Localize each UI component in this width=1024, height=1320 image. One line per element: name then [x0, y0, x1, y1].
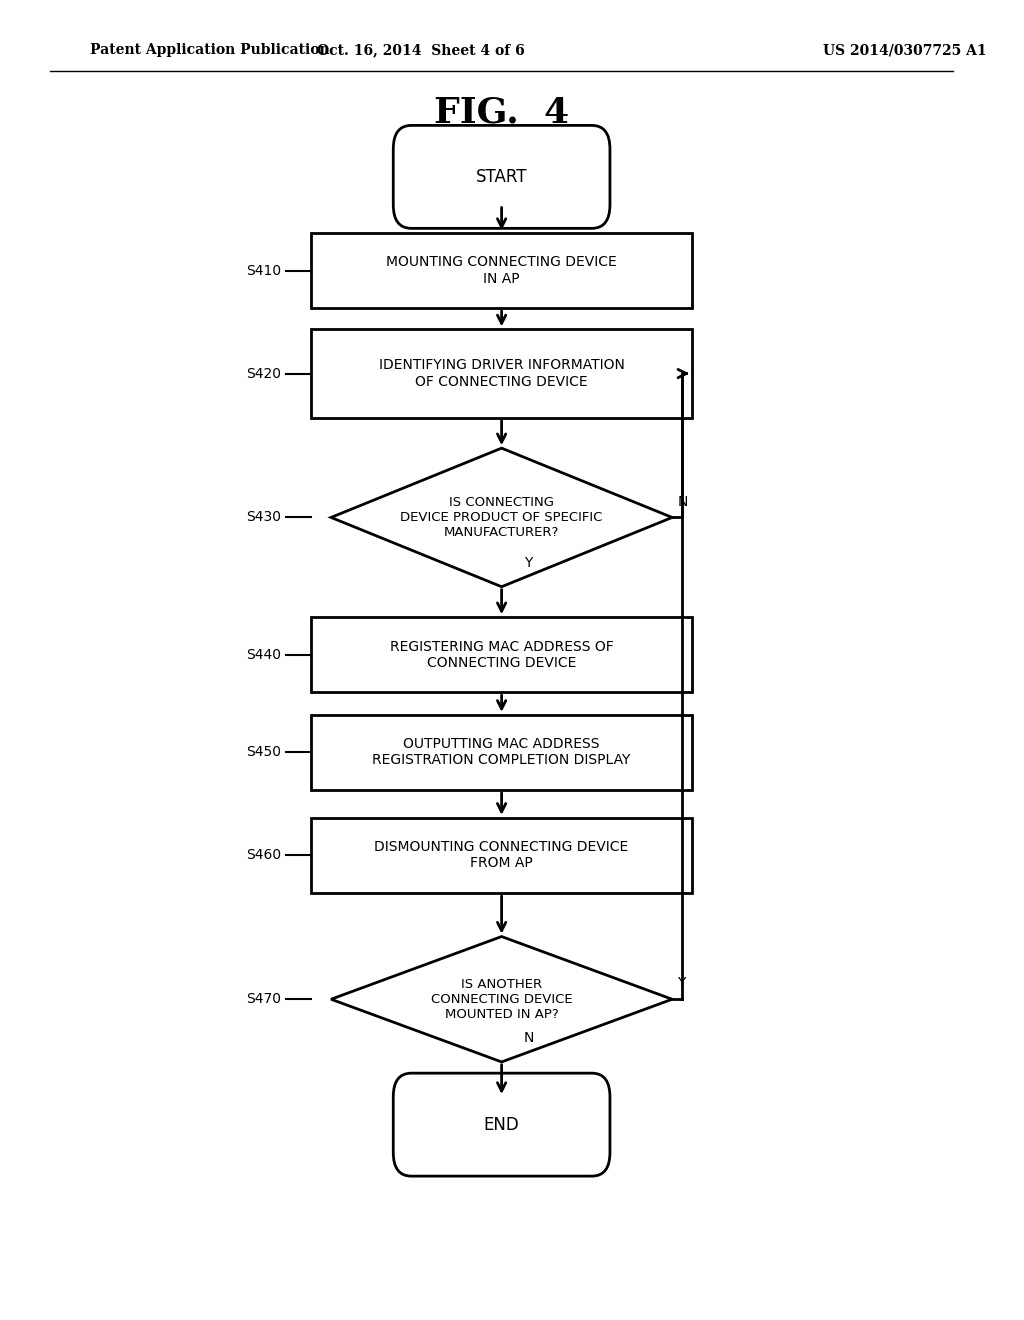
Text: US 2014/0307725 A1: US 2014/0307725 A1 [822, 44, 986, 57]
Text: Y: Y [523, 556, 532, 570]
Text: FIG.  4: FIG. 4 [434, 95, 569, 129]
FancyBboxPatch shape [311, 715, 692, 789]
Polygon shape [331, 937, 672, 1061]
FancyBboxPatch shape [311, 618, 692, 692]
Text: N: N [677, 495, 687, 508]
FancyBboxPatch shape [311, 330, 692, 417]
Text: IDENTIFYING DRIVER INFORMATION
OF CONNECTING DEVICE: IDENTIFYING DRIVER INFORMATION OF CONNEC… [379, 359, 625, 388]
Text: S420: S420 [246, 367, 281, 380]
FancyBboxPatch shape [393, 125, 610, 228]
Text: S440: S440 [246, 648, 281, 661]
FancyBboxPatch shape [393, 1073, 610, 1176]
Text: DISMOUNTING CONNECTING DEVICE
FROM AP: DISMOUNTING CONNECTING DEVICE FROM AP [375, 841, 629, 870]
Text: S470: S470 [246, 993, 281, 1006]
Text: N: N [523, 1031, 535, 1045]
Text: REGISTERING MAC ADDRESS OF
CONNECTING DEVICE: REGISTERING MAC ADDRESS OF CONNECTING DE… [390, 640, 613, 669]
Text: Patent Application Publication: Patent Application Publication [90, 44, 330, 57]
Text: S450: S450 [246, 746, 281, 759]
Text: MOUNTING CONNECTING DEVICE
IN AP: MOUNTING CONNECTING DEVICE IN AP [386, 256, 617, 285]
Text: OUTPUTTING MAC ADDRESS
REGISTRATION COMPLETION DISPLAY: OUTPUTTING MAC ADDRESS REGISTRATION COMP… [373, 738, 631, 767]
Text: S460: S460 [246, 849, 281, 862]
FancyBboxPatch shape [311, 818, 692, 894]
Text: START: START [476, 168, 527, 186]
Text: IS CONNECTING
DEVICE PRODUCT OF SPECIFIC
MANUFACTURER?: IS CONNECTING DEVICE PRODUCT OF SPECIFIC… [400, 496, 603, 539]
Text: S430: S430 [246, 511, 281, 524]
Text: S410: S410 [246, 264, 281, 277]
Text: IS ANOTHER
CONNECTING DEVICE
MOUNTED IN AP?: IS ANOTHER CONNECTING DEVICE MOUNTED IN … [431, 978, 572, 1020]
Polygon shape [331, 449, 672, 586]
FancyBboxPatch shape [311, 232, 692, 308]
Text: Oct. 16, 2014  Sheet 4 of 6: Oct. 16, 2014 Sheet 4 of 6 [317, 44, 525, 57]
Text: Y: Y [677, 977, 685, 990]
Text: END: END [483, 1115, 519, 1134]
